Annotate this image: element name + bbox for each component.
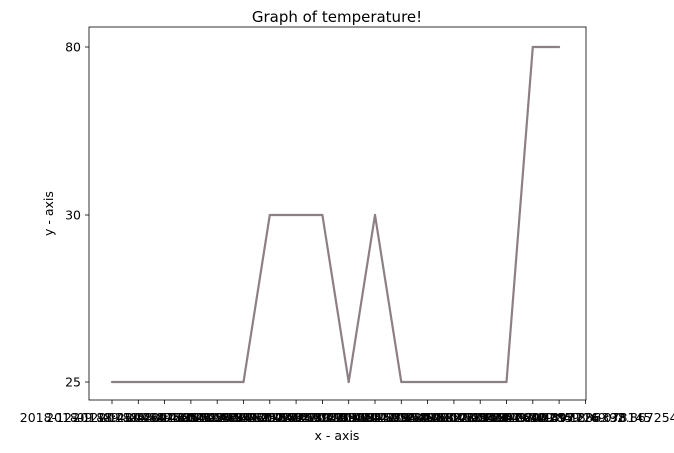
data-point — [110, 380, 114, 384]
x-tick-label: 2018-12-09 18:47:56.488117 — [283, 410, 467, 425]
x-tick-label: 2018-12-09 18:46:39.713492 — [125, 410, 309, 425]
plot-frame — [88, 26, 587, 401]
data-point — [505, 380, 508, 384]
data-point — [242, 380, 245, 384]
data-point — [295, 213, 298, 217]
chart-title: Graph of temperature! — [252, 8, 422, 26]
x-tick-label: 2018-12-09 18:47:18.093611 — [204, 410, 388, 425]
data-point — [373, 213, 377, 217]
y-axis-label: y - axis — [41, 191, 56, 236]
x-tick-label: 2018-12-09 18:48:34.912648 — [362, 410, 546, 425]
data-point — [400, 380, 403, 384]
x-tick-label: 2018-12-09 18:48:22.104563 — [335, 410, 519, 425]
data-point — [268, 213, 271, 217]
x-tick-label: 2018-12-09 18:46:52.520371 — [151, 410, 335, 425]
plot-area — [88, 26, 587, 401]
y-axis: 25 30 80 — [65, 40, 89, 390]
x-tick-label: 2018-12-09 18:48:09.321906 — [309, 410, 493, 425]
data-point — [479, 380, 482, 384]
data-point — [137, 380, 140, 384]
data-point — [347, 380, 350, 384]
data-point — [452, 380, 455, 384]
x-tick-label: 2018-12-09 18:49:26.078145 — [467, 410, 651, 425]
data-point — [426, 380, 429, 384]
x-tick-label: 2018-12-09 18:49:00.497716 — [414, 410, 598, 425]
data-point — [321, 213, 324, 217]
temperature-series-line — [112, 45, 560, 384]
x-tick-label: 2018-12-09 18:45:48.475601 — [20, 410, 204, 425]
x-tick-label: 2018-12-09 18:48:47.703285 — [388, 410, 572, 425]
x-axis-label: x - axis — [315, 428, 360, 443]
y-tick-label: 30 — [65, 208, 81, 223]
data-point — [163, 380, 166, 384]
x-tick-label: 2018-12-09 18:47:43.701450 — [256, 410, 440, 425]
x-tick-label: 2018-12-09 18:47:05.307014 — [178, 410, 362, 425]
data-point — [558, 45, 561, 49]
x-tick-label: 2018-12-09 18:47:30.916832 — [230, 410, 414, 425]
y-tick-label: 25 — [65, 375, 81, 390]
data-point — [216, 380, 219, 384]
x-tick-label: 2018-12-09 18:49:13.286392 — [441, 410, 625, 425]
series-layer — [110, 45, 561, 384]
x-tick-label: 2018-12-09 18:46:01.352085 — [46, 410, 230, 425]
x-tick-label: 2018-12-09 18:46:14.124548 — [72, 410, 256, 425]
data-point — [531, 45, 534, 49]
data-point — [189, 380, 192, 384]
y-tick-label: 80 — [65, 40, 81, 55]
x-tick-label: 2018-12-09 18:49:38.867254 — [493, 410, 674, 425]
x-tick-label: 2018-12-09 18:46:26.941209 — [99, 410, 283, 425]
